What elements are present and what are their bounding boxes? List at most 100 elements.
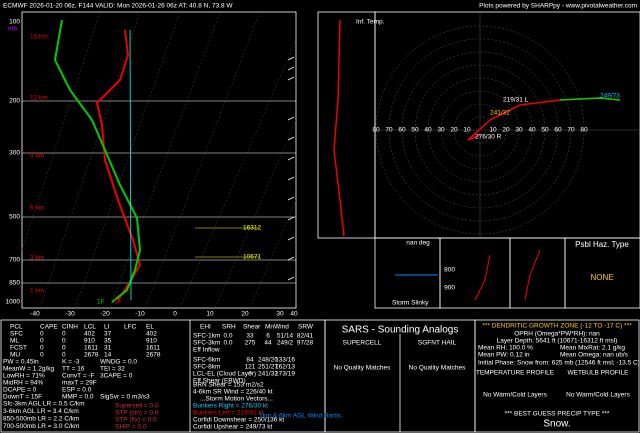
theta-level: 800 (444, 267, 455, 274)
height-label: 12 km (30, 95, 48, 102)
dgz-text: Mean Omega: nan ub/s (560, 352, 629, 359)
table-cell: 44 (264, 340, 272, 347)
kin-text: BRN Shear = 153 m2/s2 (193, 382, 264, 389)
table-cell: SFC-6km (193, 357, 220, 364)
slinky-deg: nan deg (406, 240, 430, 247)
temp-label: -20 (100, 311, 110, 318)
panel-title: Inf. Temp. (356, 19, 385, 26)
table-cell: 0 (40, 345, 44, 352)
ring-label: 50 (411, 127, 419, 134)
kin-text: Bunkers Right = 276/30 kt (193, 403, 268, 410)
pressure-label: 500 (9, 214, 20, 221)
ring-label: 60 (398, 127, 406, 134)
table-cell: 35 (104, 338, 112, 345)
index: MidRH = 94% (3, 380, 43, 387)
table-header: LCL (84, 324, 96, 331)
height-label: 1 km (30, 288, 44, 295)
table-cell: LCL-EL (Cloud Layer) (193, 371, 256, 378)
theta-profile (474, 254, 491, 301)
table-cell: 133/16 (275, 357, 295, 364)
table-cell: 1611 (146, 345, 160, 352)
table-cell: Eff Inflow (193, 347, 220, 354)
temp-label: -40 (30, 311, 40, 318)
temp-label: -10 (135, 311, 145, 318)
ring-label: 40 (528, 127, 536, 134)
table-cell: 402 (146, 331, 157, 338)
table-header: LFC (124, 324, 137, 331)
srwind-profile (524, 249, 541, 301)
index: DownT = 15F (3, 394, 42, 401)
lapse-rate: 700-500mb LR = 3.0 C/km (3, 423, 79, 430)
table-cell: 0 (62, 345, 66, 352)
table-header: CAPE (40, 324, 58, 331)
precip-type: Snow. (543, 419, 570, 430)
sars-title: SARS - Sounding Analogs (342, 325, 459, 336)
composite: STP (cin) = 0.0 (115, 410, 159, 417)
dgz-text: Mean MixRat: 2.1 g/kg (560, 345, 625, 352)
ring-label: 10 (463, 127, 471, 134)
panel-title: Psbl Haz. Type (575, 240, 629, 249)
table-cell: 2678 (146, 352, 161, 359)
table-cell: 0 (40, 331, 44, 338)
hodograph-upper (559, 97, 621, 101)
lapse-rate: 3-6km AGL LR = 3.4 C/km (3, 408, 79, 415)
height-label: 15 km (30, 34, 48, 41)
haz-value: NONE (590, 273, 613, 282)
hodo-label: 249/73 (600, 93, 620, 100)
theta-level: 900 (444, 285, 455, 292)
pressure-label: 200 (9, 98, 20, 105)
composite: Supercell = 0.0 (115, 403, 159, 410)
dgz-label: 16312 (243, 225, 261, 232)
index: MMP = 0.0 (62, 394, 94, 401)
ring-label: 20 (502, 127, 510, 134)
table-cell: 0 (62, 331, 66, 338)
height-label: 6 km (30, 205, 44, 212)
temp-label: 0 (173, 311, 177, 318)
hodo-label: 219/31 L (503, 97, 529, 104)
dgz-text: WETBULB PROFILE (567, 370, 629, 377)
ring-label: 20 (450, 127, 458, 134)
temp-label: 20 (241, 311, 249, 318)
dgz-text: *** BEST GUESS PRECIP TYPE *** (505, 411, 610, 418)
temp-label: 10 (206, 311, 214, 318)
ring-label: 70 (567, 127, 575, 134)
table-cell: 402 (84, 331, 95, 338)
table-header: PCL (10, 324, 23, 331)
table-cell: 275 (245, 340, 256, 347)
table-cell: 162/13 (275, 364, 295, 371)
composite: STP (fix) = 0.0 (115, 417, 157, 424)
sars-header: SUPERCELL (343, 340, 382, 347)
table-header: CINH (62, 324, 78, 331)
dgz-text: Initial Phase: Snow from: 625 mb (12546 … (478, 360, 640, 367)
index: ESP = 0.0 (62, 387, 92, 394)
table-header: SRH (222, 324, 236, 331)
composite: SHIP = 0.0 (115, 424, 147, 431)
dgz-text: Mean RH: 100.0 % (478, 345, 533, 352)
index: ConvT = -F (62, 373, 95, 380)
pressure-label: 850 (9, 280, 20, 287)
dgz-text: TEMPERATURE PROFILE (476, 370, 555, 377)
table-cell: SFC-3km (193, 340, 220, 347)
ring-label: 80 (372, 127, 380, 134)
table-cell: 251/27 (258, 364, 278, 371)
pressure-unit: mb (8, 26, 17, 33)
index: PW = 0.45in (3, 359, 39, 366)
dgz-label: 10671 (243, 254, 261, 261)
kin-text: Corfidi Downshear = 250/136 kt (193, 417, 284, 424)
temp-label: -30 (65, 311, 75, 318)
kin-text: 4-6km SR Wind = 226/40 kt (193, 389, 273, 396)
inferred-temp (333, 19, 345, 237)
panel-title: Storm Slinky (392, 300, 429, 307)
index: MeanW = 1.2g/kg (3, 366, 55, 373)
wind-barbs (287, 56, 295, 281)
table-cell: 2678 (84, 352, 99, 359)
table-cell: 249/2 (277, 340, 294, 347)
table-cell: SFC-8km (193, 364, 220, 371)
hodo-label: 241/32 (490, 110, 510, 117)
table-cell: 0 (40, 352, 44, 359)
pressure-lines (22, 100, 296, 284)
isotherms (21, 11, 297, 309)
index: K = -3 (62, 359, 80, 366)
header: ECMWF 2026-01-20 06z, F144 VALID: Mon 20… (3, 3, 233, 10)
